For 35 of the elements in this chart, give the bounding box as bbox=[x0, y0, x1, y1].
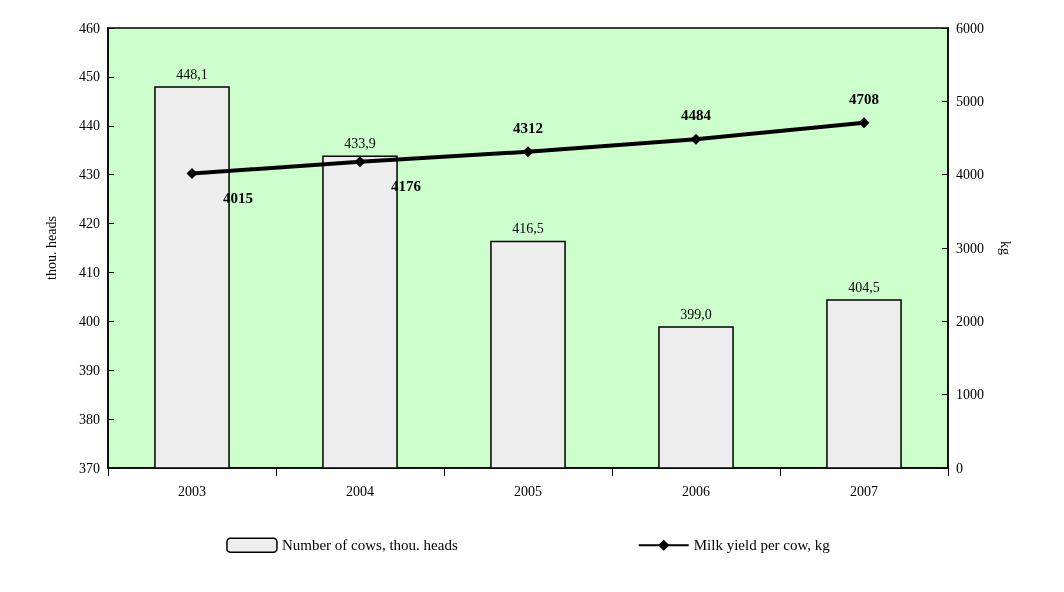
y2-tick-label: 4000 bbox=[956, 167, 984, 183]
y2-tick-label: 2000 bbox=[956, 313, 984, 329]
y-tick-label: 430 bbox=[79, 167, 100, 183]
legend-label: Number of cows, thou. heads bbox=[281, 537, 458, 554]
data-label: 448,1 bbox=[176, 66, 208, 82]
data-label: 399,0 bbox=[680, 306, 712, 322]
y-axis-title: thou. heads bbox=[43, 216, 59, 280]
y2-tick-label: 5000 bbox=[956, 93, 984, 109]
x-tick-label: 2004 bbox=[346, 483, 374, 499]
legend-label: Milk yield per cow, kg bbox=[693, 537, 831, 554]
data-label: 404,5 bbox=[848, 279, 880, 295]
y-tick-label: 440 bbox=[79, 118, 100, 134]
y-tick-label: 390 bbox=[79, 362, 100, 378]
y2-tick-label: 1000 bbox=[956, 387, 984, 403]
y-tick-label: 410 bbox=[79, 264, 100, 280]
y-tick-label: 460 bbox=[79, 20, 100, 36]
x-tick-label: 2003 bbox=[178, 483, 206, 499]
y-tick-label: 370 bbox=[79, 460, 100, 476]
x-tick-label: 2007 bbox=[850, 483, 878, 499]
point bbox=[858, 117, 870, 129]
data-label: 433,9 bbox=[344, 136, 376, 152]
y-tick-label: 450 bbox=[79, 69, 100, 85]
y-tick-label: 420 bbox=[79, 216, 100, 232]
data-label: 416,5 bbox=[512, 221, 544, 237]
data-label: 4484 bbox=[681, 107, 712, 124]
y2-axis-title: kg bbox=[997, 241, 1013, 255]
data-label: 4708 bbox=[849, 90, 879, 107]
data-label: 4312 bbox=[513, 119, 543, 136]
y2-tick-label: 6000 bbox=[956, 20, 984, 36]
y2-tick-label: 0 bbox=[956, 460, 963, 476]
y2-tick-label: 3000 bbox=[956, 240, 984, 256]
x-tick-label: 2006 bbox=[682, 483, 710, 499]
y-tick-label: 380 bbox=[79, 411, 100, 427]
x-tick-label: 2005 bbox=[514, 483, 542, 499]
y-tick-label: 400 bbox=[79, 313, 100, 329]
